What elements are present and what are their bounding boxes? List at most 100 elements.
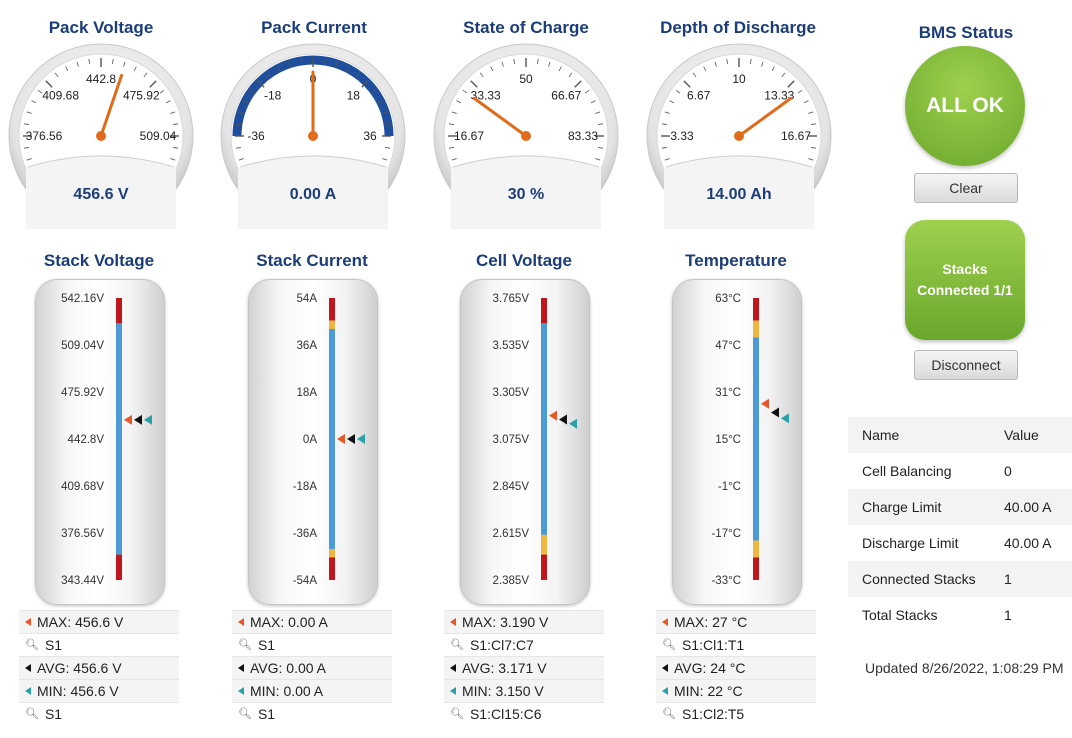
table-header-name: Name xyxy=(862,427,900,443)
stats-avg-row: AVG: 456.6 V xyxy=(19,656,179,679)
gauge-tick-label: 50 xyxy=(519,72,533,86)
linear-gauge-tick-label: 3.075V xyxy=(493,434,530,446)
stats-min-location-row[interactable]: 🔍︎ S1 xyxy=(232,702,392,725)
avg-marker xyxy=(134,414,142,425)
gauge-minor-tick xyxy=(170,111,176,114)
stats-min-location-row[interactable]: 🔍︎ S1 xyxy=(19,702,179,725)
gauge-minor-tick xyxy=(288,61,291,67)
stats-min: MIN: 0.00 A xyxy=(250,683,324,699)
linear-gauge-band xyxy=(329,548,335,558)
avg-marker-icon xyxy=(662,664,668,672)
stack-voltage-stats: MAX: 456.6 V 🔍︎ S1 AVG: 456.6 V MIN: 456.… xyxy=(19,610,179,725)
gauge-major-tick xyxy=(361,80,369,88)
gauge-major-tick xyxy=(683,80,691,88)
gauge-major-tick xyxy=(257,80,265,88)
gauge-minor-tick xyxy=(664,111,670,114)
avg-marker-icon xyxy=(450,664,456,672)
max-marker xyxy=(124,414,132,425)
table-row: Cell Balancing 0 xyxy=(848,453,1072,489)
stats-max-location: S1:Cl1:T1 xyxy=(681,637,745,653)
gauge-minor-tick xyxy=(31,100,37,104)
linear-gauge-tick-label: -18A xyxy=(293,481,318,493)
search-icon: 🔍︎ xyxy=(450,708,464,720)
gauge-minor-tick xyxy=(456,100,462,104)
gauge-minor-tick xyxy=(590,100,596,104)
table-cell-value: 1 xyxy=(1004,607,1012,623)
gauge-minor-tick xyxy=(385,123,391,125)
stats-avg-row: AVG: 3.171 V xyxy=(444,656,604,679)
linear-gauge-band xyxy=(541,534,547,555)
gauge-minor-tick xyxy=(65,66,69,72)
stats-max-row: MAX: 0.00 A xyxy=(232,610,392,633)
stats-min-location: S1 xyxy=(257,706,276,722)
state-of-charge-readout: 30 % xyxy=(507,186,545,203)
gauge-minor-tick xyxy=(750,58,752,64)
min-marker xyxy=(357,434,365,444)
stats-max: MAX: 456.6 V xyxy=(37,614,124,630)
table-cell-name: Total Stacks xyxy=(862,607,938,623)
temperature-linear-gauge: 63°C 47°C 31°C 15°C -1°C -17°C -33°C xyxy=(672,279,802,605)
stats-max-location-row[interactable]: 🔍︎ S1:Cl7:C7 xyxy=(444,633,604,656)
table-row: Total Stacks 1 xyxy=(848,597,1072,633)
min-marker xyxy=(569,418,577,429)
gauge-minor-tick xyxy=(513,58,515,64)
stats-min-location-row[interactable]: 🔍︎ S1:Cl2:T5 xyxy=(656,702,816,725)
stacks-connected-indicator: Stacks Connected 1/1 xyxy=(905,220,1025,340)
depth-of-discharge-readout: 14.00 Ah xyxy=(706,186,772,203)
gauge-minor-tick xyxy=(771,66,775,72)
stats-max-location: S1 xyxy=(257,637,276,653)
gauge-major-tick xyxy=(574,80,582,88)
stats-max-location-row[interactable]: 🔍︎ S1 xyxy=(19,633,179,656)
linear-gauge-tick-label: 2.845V xyxy=(493,481,530,493)
gauge-minor-tick xyxy=(781,72,786,78)
gauge-minor-tick xyxy=(88,58,90,64)
gauge-tick-label: 16.67 xyxy=(454,129,484,143)
linear-gauge-tick-label: 47°C xyxy=(715,340,741,352)
stats-min-location-row[interactable]: 🔍︎ S1:Cl15:C6 xyxy=(444,702,604,725)
linear-gauge-tick-label: -54A xyxy=(293,575,318,587)
table-header-value: Value xyxy=(1004,427,1039,443)
search-icon: 🔍︎ xyxy=(238,708,252,720)
bms-status-indicator: ALL OK xyxy=(905,46,1025,166)
stats-avg: AVG: 3.171 V xyxy=(462,660,547,676)
stats-max-location-row[interactable]: 🔍︎ S1:Cl1:T1 xyxy=(656,633,816,656)
gauge-tick-label: 18 xyxy=(347,89,361,103)
bms-status-title: BMS Status xyxy=(918,23,1014,42)
min-marker-icon xyxy=(25,687,31,695)
clear-button[interactable]: Clear xyxy=(914,173,1018,203)
linear-gauge-tick-label: 31°C xyxy=(715,387,741,399)
linear-gauge-tick-label: 409.68V xyxy=(61,481,104,493)
linear-gauge-band xyxy=(116,298,122,324)
gauge-minor-tick xyxy=(238,111,244,114)
min-marker-icon xyxy=(238,687,244,695)
gauge-readout-panel xyxy=(451,155,601,229)
linear-gauge-tick-label: 3.305V xyxy=(493,387,530,399)
gauge-minor-tick xyxy=(173,123,179,125)
disconnect-button[interactable]: Disconnect xyxy=(914,350,1018,380)
table-cell-name: Cell Balancing xyxy=(862,463,952,479)
table-row: Discharge Limit 40.00 A xyxy=(848,525,1072,561)
gauge-tick-label: 409.68 xyxy=(42,89,79,103)
table-cell-name: Charge Limit xyxy=(862,499,942,515)
linear-gauge-tick-label: 18A xyxy=(297,387,318,399)
linear-gauge-tick-label: 54A xyxy=(297,293,318,305)
stack-current-stats: MAX: 0.00 A 🔍︎ S1 AVG: 0.00 A MIN: 0.00 A… xyxy=(232,610,392,725)
gauge-minor-tick xyxy=(377,100,383,104)
gauge-major-tick xyxy=(45,80,53,88)
gauge-minor-tick xyxy=(37,89,43,94)
parameter-table: Name Value Cell Balancing 0 Charge Limit 4… xyxy=(848,417,1072,633)
max-marker-icon xyxy=(25,618,31,626)
linear-gauge-tick-label: 2.385V xyxy=(493,575,530,587)
gauge-minor-tick xyxy=(173,147,179,149)
gauge-title-pack-current: Pack Current xyxy=(261,18,367,37)
gauge-minor-tick xyxy=(165,100,171,104)
stats-max-location-row[interactable]: 🔍︎ S1 xyxy=(232,633,392,656)
linear-gauge-tick-label: -1°C xyxy=(718,481,741,493)
stats-avg: AVG: 0.00 A xyxy=(250,660,327,676)
gauge-minor-tick xyxy=(324,58,326,64)
gauge-title-temperature: Temperature xyxy=(685,251,787,270)
gauge-minor-tick xyxy=(26,111,32,114)
gauge-minor-tick xyxy=(133,66,137,72)
linear-gauge-tick-label: 2.615V xyxy=(493,528,530,540)
gauge-minor-tick xyxy=(159,89,165,94)
